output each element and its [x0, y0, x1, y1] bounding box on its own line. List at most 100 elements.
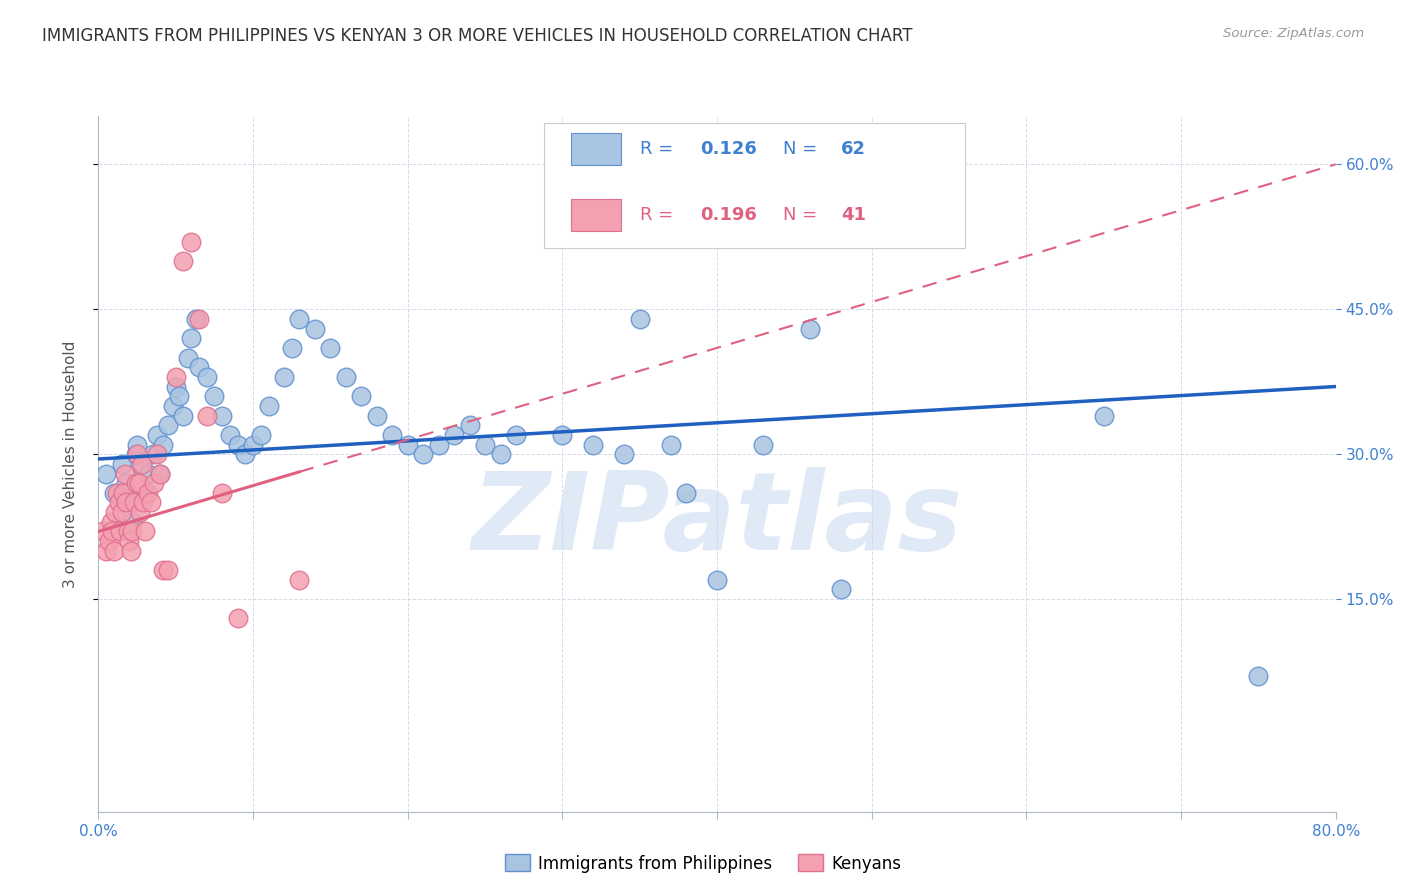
- Point: [489, 447, 512, 461]
- Point: [115, 476, 138, 491]
- Point: [149, 467, 172, 481]
- Point: [188, 360, 211, 375]
- Point: [675, 485, 697, 500]
- Point: [288, 573, 311, 587]
- Point: [177, 351, 200, 365]
- Point: [98, 534, 121, 549]
- Point: [165, 379, 187, 393]
- Point: [551, 428, 574, 442]
- Point: [124, 447, 146, 461]
- FancyBboxPatch shape: [571, 134, 620, 165]
- Text: 0.196: 0.196: [700, 206, 756, 224]
- Point: [104, 505, 127, 519]
- Point: [706, 573, 728, 587]
- Point: [319, 341, 342, 355]
- Point: [103, 543, 125, 558]
- Point: [613, 447, 636, 461]
- Point: [96, 543, 118, 558]
- Legend: Immigrants from Philippines, Kenyans: Immigrants from Philippines, Kenyans: [499, 847, 907, 880]
- Point: [111, 505, 134, 519]
- Point: [799, 321, 821, 335]
- Point: [458, 418, 481, 433]
- Point: [219, 428, 242, 442]
- Text: Source: ZipAtlas.com: Source: ZipAtlas.com: [1223, 27, 1364, 40]
- Point: [139, 495, 162, 509]
- Text: ZIPatlas: ZIPatlas: [471, 467, 963, 573]
- Point: [184, 312, 207, 326]
- Point: [474, 437, 496, 451]
- Point: [412, 447, 434, 461]
- Point: [366, 409, 388, 423]
- Point: [180, 235, 202, 249]
- Point: [381, 428, 404, 442]
- Point: [152, 437, 174, 451]
- Y-axis label: 3 or more Vehicles in Household: 3 or more Vehicles in Household: [63, 340, 77, 588]
- Point: [121, 524, 143, 539]
- Point: [124, 476, 146, 491]
- Point: [273, 369, 295, 384]
- Point: [211, 485, 233, 500]
- Point: [443, 428, 465, 442]
- Point: [131, 457, 153, 471]
- Text: N =: N =: [783, 206, 823, 224]
- Point: [173, 409, 195, 423]
- Point: [162, 399, 184, 413]
- Point: [108, 524, 131, 539]
- Point: [91, 524, 114, 539]
- Point: [120, 543, 142, 558]
- Point: [582, 437, 605, 451]
- Point: [127, 447, 149, 461]
- Point: [659, 437, 682, 451]
- Point: [132, 495, 155, 509]
- Point: [129, 457, 152, 471]
- Point: [288, 312, 311, 326]
- Point: [165, 369, 187, 384]
- Point: [121, 515, 143, 529]
- Point: [96, 467, 118, 481]
- Point: [146, 428, 169, 442]
- Point: [103, 485, 125, 500]
- Point: [830, 582, 852, 597]
- Point: [118, 534, 141, 549]
- Point: [111, 457, 134, 471]
- Text: R =: R =: [640, 206, 679, 224]
- Point: [136, 467, 159, 481]
- FancyBboxPatch shape: [544, 123, 965, 248]
- Point: [226, 437, 249, 451]
- Point: [143, 476, 166, 491]
- Text: 0.126: 0.126: [700, 140, 756, 158]
- Point: [242, 437, 264, 451]
- Point: [204, 389, 226, 403]
- Point: [128, 476, 150, 491]
- Point: [195, 369, 218, 384]
- FancyBboxPatch shape: [571, 200, 620, 231]
- Point: [173, 254, 195, 268]
- Point: [257, 399, 280, 413]
- Point: [134, 485, 156, 500]
- Point: [152, 563, 174, 577]
- Point: [157, 418, 180, 433]
- Point: [752, 437, 775, 451]
- Text: N =: N =: [783, 140, 823, 158]
- Point: [250, 428, 273, 442]
- Point: [146, 447, 169, 461]
- Point: [1247, 669, 1270, 683]
- Point: [350, 389, 373, 403]
- Point: [505, 428, 527, 442]
- Point: [117, 524, 139, 539]
- Point: [427, 437, 450, 451]
- Point: [115, 495, 138, 509]
- Point: [122, 495, 145, 509]
- Point: [101, 524, 124, 539]
- Point: [628, 312, 651, 326]
- Point: [107, 495, 129, 509]
- Text: 41: 41: [841, 206, 866, 224]
- Point: [105, 485, 128, 500]
- Point: [149, 467, 172, 481]
- Point: [335, 369, 357, 384]
- Text: IMMIGRANTS FROM PHILIPPINES VS KENYAN 3 OR MORE VEHICLES IN HOUSEHOLD CORRELATIO: IMMIGRANTS FROM PHILIPPINES VS KENYAN 3 …: [42, 27, 912, 45]
- Point: [281, 341, 304, 355]
- Point: [136, 485, 159, 500]
- Point: [188, 312, 211, 326]
- Point: [112, 485, 135, 500]
